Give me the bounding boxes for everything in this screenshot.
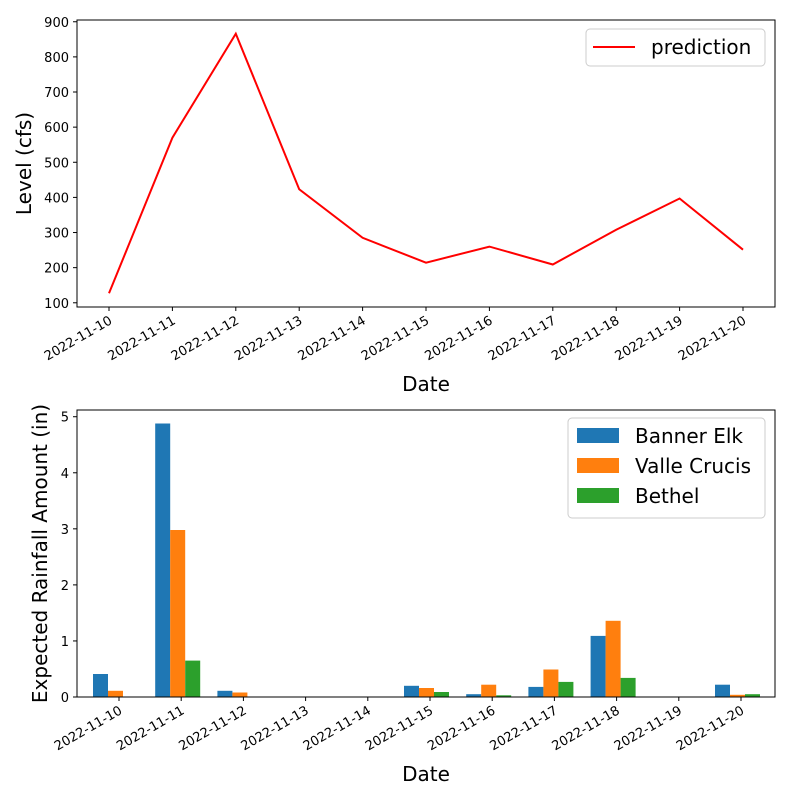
bar-banner-elk [217,690,233,697]
legend-swatch-bethel [577,488,619,503]
legend: prediction [585,28,766,67]
legend-label: prediction [651,35,751,59]
y-tick-label: 400 [44,191,69,206]
x-axis-title: Date [402,762,450,786]
bar-bethel [745,694,760,697]
y-tick-label: 700 [44,86,69,101]
bar-banner-elk [590,635,606,697]
x-tick-label: 2022-11-13 [232,313,305,364]
x-tick-label: 2022-11-12 [176,703,249,754]
x-tick-label: 2022-11-10 [42,313,115,364]
legend-swatch-banner-elk [577,428,619,443]
y-axis-title: Expected Rainfall Amount (in) [28,404,52,703]
x-tick-label: 2022-11-15 [359,313,432,364]
y-tick-label: 2 [61,579,69,594]
bar-valle-crucis [232,692,248,697]
bar-valle-crucis [108,690,123,697]
y-tick-label: 5 [61,411,69,426]
y-axis-title: Level (cfs) [12,112,36,215]
x-tick-label: 2022-11-17 [487,703,560,754]
bar-banner-elk [528,686,544,697]
x-tick-label: 2022-11-15 [363,703,436,754]
plot-area-frame [76,409,776,698]
y-tick-label: 500 [44,156,69,171]
x-axis-title: Date [402,372,450,396]
bar-banner-elk [404,685,419,697]
line-chart-panel: 1002003004005006007008009002022-11-10202… [12,16,776,396]
y-tick-label: 900 [44,16,69,31]
x-tick-label: 2022-11-11 [114,703,187,754]
bar-bethel [434,692,449,697]
x-tick-label: 2022-11-12 [169,313,242,364]
x-tick-label: 2022-11-18 [550,703,623,754]
bar-valle-crucis [170,530,186,697]
legend: Banner Elk Valle Crucis Bethel [567,417,766,519]
bar-valle-crucis [730,694,745,697]
bar-valle-crucis [481,684,497,697]
bar-bethel [496,695,512,697]
bar-bethel [558,681,574,697]
legend-label: Banner Elk [635,424,743,448]
x-tick-label: 2022-11-14 [296,313,369,364]
bar-valle-crucis [605,620,621,697]
bar-bethel [185,660,201,697]
x-tick-label: 2022-11-17 [486,313,559,364]
x-tick-label: 2022-11-18 [549,313,622,364]
y-tick-label: 3 [61,523,69,538]
y-tick-label: 100 [44,297,69,312]
legend-frame [585,28,766,67]
bar-banner-elk [93,674,108,697]
y-tick-label: 4 [61,467,69,482]
x-tick-label: 2022-11-19 [613,313,686,364]
y-tick-label: 0 [61,691,69,706]
x-tick-label: 2022-11-10 [52,703,125,754]
x-tick-label: 2022-11-16 [422,313,495,364]
series-line-prediction [108,31,744,294]
bar-banner-elk [715,684,730,697]
legend-label: Bethel [635,484,699,508]
y-tick-label: 300 [44,227,69,242]
x-tick-label: 2022-11-13 [239,703,312,754]
bar-bethel [620,677,636,697]
bar-banner-elk [466,694,482,697]
x-tick-label: 2022-11-20 [674,703,747,754]
x-tick-label: 2022-11-11 [105,313,178,364]
legend-swatch-valle-crucis [577,458,619,473]
x-tick-label: 2022-11-20 [676,313,749,364]
bar-banner-elk [155,423,171,697]
bar-chart-panel: 0123452022-11-102022-11-112022-11-122022… [28,404,776,786]
y-tick-label: 600 [44,121,69,136]
y-tick-label: 800 [44,51,69,66]
bar-valle-crucis [419,688,434,697]
bar-valle-crucis [543,669,559,697]
x-tick-label: 2022-11-19 [612,703,685,754]
y-tick-label: 1 [61,635,69,650]
y-tick-label: 200 [44,262,69,277]
legend-label: Valle Crucis [635,454,751,478]
x-tick-label: 2022-11-14 [301,703,374,754]
x-tick-label: 2022-11-16 [425,703,498,754]
